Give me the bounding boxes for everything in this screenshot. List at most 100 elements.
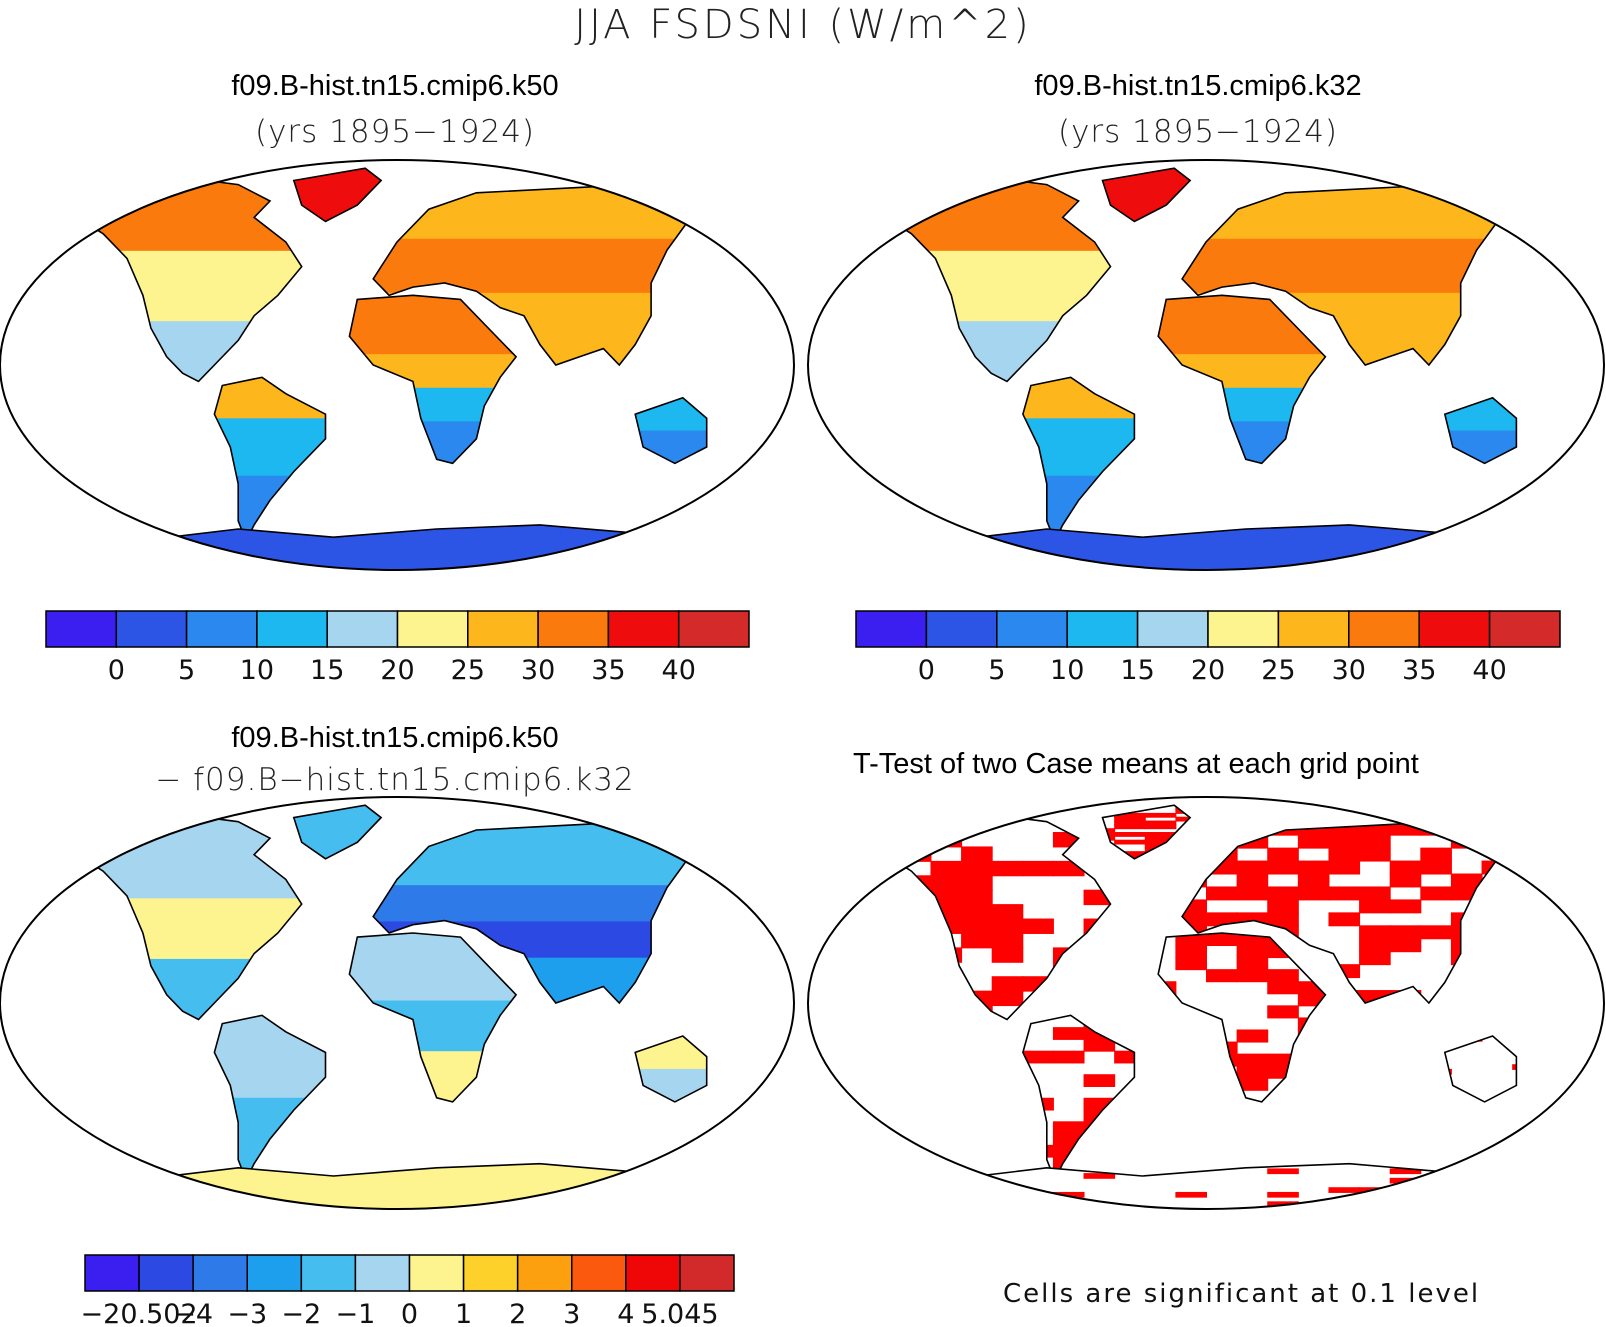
significant-cell — [1543, 851, 1575, 856]
significant-cell — [839, 1168, 871, 1181]
significant-cell — [1144, 812, 1177, 818]
panel-title-ttest: T-Test of two Case means at each grid po… — [853, 748, 1419, 780]
significant-cell — [899, 846, 932, 862]
significant-cell — [1267, 1168, 1299, 1175]
significant-cell — [991, 932, 1024, 949]
significant-cell — [1359, 938, 1391, 953]
significant-cell — [1512, 805, 1544, 810]
significant-cell — [808, 828, 840, 833]
significant-cell — [1543, 1121, 1575, 1134]
colorbar-k50-swatch — [45, 610, 118, 648]
significant-cell — [930, 832, 962, 837]
significant-cell — [869, 1164, 901, 1170]
significant-cell — [961, 860, 993, 877]
significant-cell — [839, 1110, 871, 1123]
significant-cell — [1482, 847, 1514, 852]
significant-cell — [869, 836, 901, 841]
significant-cell — [1052, 1191, 1085, 1198]
coastline-antarctica — [901, 1162, 1526, 1209]
colorbar-k50-swatch — [677, 610, 750, 648]
panel-subtitle-k50: (yrs 1895−1924) — [254, 114, 536, 150]
significant-cell — [1512, 1157, 1544, 1170]
significant-cell — [930, 1201, 963, 1208]
coastline-africa — [1157, 294, 1327, 465]
coastline-northAmerica — [69, 179, 303, 383]
significant-cell — [1573, 1168, 1605, 1174]
significant-cell — [930, 860, 963, 877]
significant-cell — [1114, 851, 1146, 856]
coastline-euroasia — [1181, 183, 1510, 367]
significant-cell — [1543, 809, 1575, 814]
significant-cell — [961, 875, 993, 891]
significant-cell — [808, 1211, 840, 1217]
coastline-africa — [348, 932, 518, 1103]
significant-cell — [1573, 818, 1605, 833]
coastline-southAmerica — [1022, 1014, 1136, 1183]
significant-cell — [808, 1098, 840, 1111]
significant-cell — [1236, 957, 1269, 971]
significant-cell — [1420, 821, 1452, 836]
significant-cell — [1420, 925, 1452, 940]
significant-cell — [1114, 816, 1146, 822]
colorbar-k32-swatch — [1277, 610, 1350, 648]
coastline-southAmerica — [213, 376, 327, 544]
significant-cell — [1450, 821, 1483, 836]
significant-cell — [808, 817, 840, 822]
significant-cell — [839, 861, 871, 875]
significant-cell — [808, 1192, 840, 1198]
significant-cell — [1543, 813, 1575, 818]
significant-cell — [1114, 1050, 1135, 1064]
significant-cell — [1512, 828, 1544, 833]
colorbar-k50-tick-label: 10 — [240, 655, 274, 686]
significant-cell — [1359, 951, 1391, 966]
significant-cell — [1206, 912, 1238, 927]
land-antarctica — [903, 524, 1525, 570]
colorbar-diff-tick-label: 2 — [509, 1299, 526, 1327]
significant-cell — [930, 813, 962, 818]
significant-cell — [930, 809, 962, 814]
significant-cell — [1083, 1038, 1116, 1052]
significant-cell — [839, 1145, 871, 1158]
land-antarctica-band — [95, 1163, 715, 1209]
coastline-northAmerica — [877, 179, 1112, 383]
significant-cell — [1175, 1211, 1207, 1217]
significant-cell — [900, 840, 932, 845]
significant-cell — [1236, 873, 1269, 888]
significant-cell — [1543, 1157, 1575, 1170]
coastline-euroasia — [1181, 820, 1510, 1005]
coastline-northAmerica — [877, 816, 1112, 1021]
colorbar-k50-swatch — [326, 610, 399, 648]
significant-cell — [1328, 860, 1361, 875]
coastline-northAmerica — [69, 816, 303, 1021]
significant-cell — [1206, 969, 1238, 983]
coastline-euroasia — [372, 820, 700, 1005]
significant-cell — [991, 990, 1024, 1007]
colorbar-k50-tick-label: 0 — [108, 655, 125, 686]
colorbar-k32-tick-label: 15 — [1120, 655, 1154, 686]
significant-cell — [1481, 1187, 1514, 1193]
colorbar-k50-tick-label: 5 — [178, 655, 195, 686]
significant-cell — [1573, 813, 1605, 818]
land-euroasia-band — [373, 885, 699, 923]
significant-cell — [808, 818, 840, 833]
significant-cell — [1573, 886, 1605, 900]
significant-cell — [1573, 861, 1605, 876]
significant-cell — [1573, 846, 1605, 861]
significant-cell — [808, 835, 840, 849]
colorbar-k32-swatch — [1066, 610, 1139, 648]
significant-cell — [839, 1192, 871, 1198]
significant-cell — [1573, 821, 1605, 826]
significant-cell — [1359, 805, 1391, 810]
significant-cell — [900, 843, 932, 848]
colorbar-diff-tick-label: 4 — [617, 1299, 634, 1327]
significant-cell — [1543, 875, 1575, 890]
significant-cell — [900, 805, 932, 810]
significant-cell — [808, 843, 840, 848]
significant-cell — [1389, 938, 1422, 953]
significant-cell — [1451, 805, 1483, 810]
significant-cell — [1451, 821, 1483, 826]
significant-cell — [1450, 873, 1483, 888]
significant-cell — [1328, 886, 1361, 901]
significant-cell — [839, 809, 871, 814]
panel-subtitle-diff: − f09.B−hist.tn15.cmip6.k32 — [155, 762, 635, 798]
